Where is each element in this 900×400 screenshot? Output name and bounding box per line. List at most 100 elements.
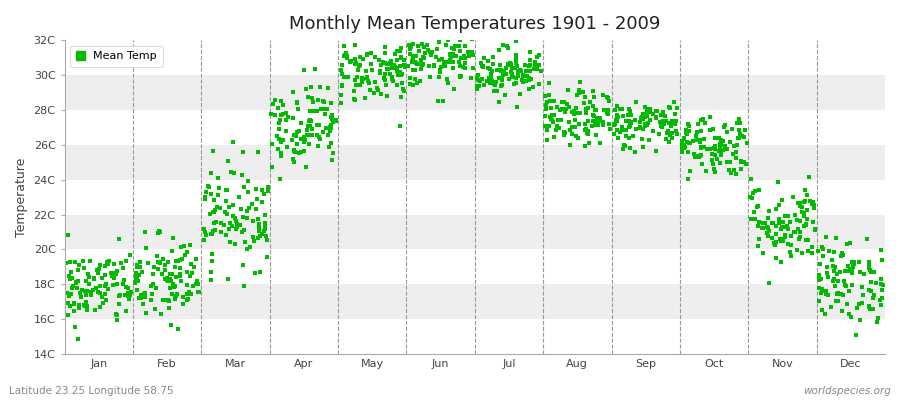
Point [89,285,104,292]
Point [430,46,445,52]
Point [845,268,859,274]
Point [97,283,112,289]
Point [689,137,704,144]
Point [659,136,673,142]
Point [663,122,678,128]
Point [797,223,812,229]
Point [129,276,143,282]
Point [83,258,97,264]
Point [80,288,94,294]
Point [461,49,475,55]
Point [232,222,247,228]
Point [827,268,842,274]
Point [695,160,709,167]
Point [641,120,655,127]
Point [837,277,851,284]
Point [155,270,169,277]
Point [746,209,760,216]
Point [130,264,144,270]
Point [619,132,634,139]
Point [559,106,573,112]
Point [290,128,304,135]
Point [133,295,148,302]
Point [302,132,317,138]
Point [540,126,554,133]
Point [726,143,741,149]
Point [780,226,795,232]
Point [443,57,457,63]
Point [75,287,89,294]
Point [237,184,251,190]
Point [681,123,696,130]
Point [390,48,404,54]
Point [99,297,113,304]
Point [815,246,830,252]
Point [302,118,316,125]
Point [265,111,279,117]
Point [491,47,506,54]
Point [731,135,745,141]
Point [734,159,748,165]
Point [694,128,708,134]
Point [691,121,706,128]
Point [173,272,187,279]
Point [328,117,343,124]
Point [78,303,93,309]
Point [864,287,878,294]
Point [642,137,656,143]
Point [487,80,501,87]
Point [352,63,366,69]
Point [596,119,610,126]
Point [118,284,132,290]
Point [241,177,256,184]
Point [312,122,327,128]
Point [584,123,598,130]
Point [62,273,77,279]
Point [204,230,219,237]
Point [457,64,472,71]
Bar [65,75,885,110]
Point [408,76,422,82]
Point [180,290,194,297]
Point [623,144,637,151]
Point [690,153,705,159]
Point [693,116,707,123]
Point [310,108,324,115]
Point [619,118,634,124]
Point [452,43,466,50]
Point [819,288,833,294]
Point [122,293,136,299]
Point [272,120,286,127]
Point [113,260,128,267]
Point [94,290,108,296]
Point [558,109,572,116]
Point [112,236,126,242]
Point [344,58,358,64]
Point [401,42,416,48]
Point [236,149,250,156]
Point [561,87,575,93]
Point [322,128,337,134]
Point [201,182,215,189]
Point [633,124,647,130]
Point [85,292,99,298]
Point [531,81,545,87]
Point [814,307,829,314]
Point [452,58,466,65]
Bar [65,180,885,214]
Point [440,76,454,82]
Point [494,83,508,89]
Point [161,258,176,265]
Point [329,118,344,124]
Point [199,189,213,196]
Point [334,92,348,98]
Point [527,66,542,73]
Point [611,134,625,141]
Point [471,77,485,83]
Point [470,83,484,90]
Point [767,240,781,246]
Point [534,68,548,74]
Point [492,75,507,81]
Point [220,186,234,193]
Point [866,306,880,313]
